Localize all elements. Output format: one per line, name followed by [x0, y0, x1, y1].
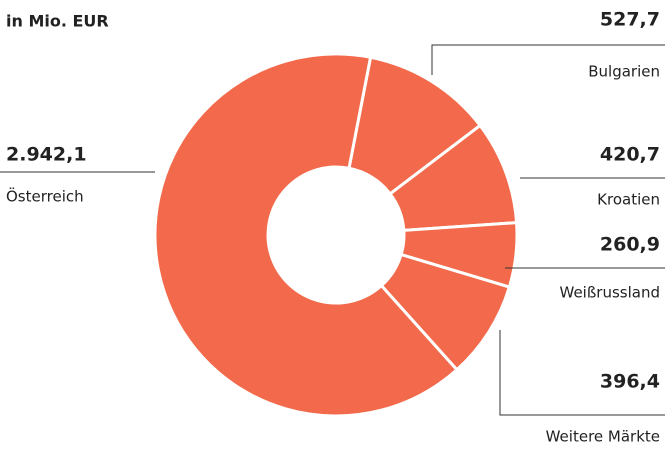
- value-label: 527,7: [600, 9, 660, 31]
- value-label: 260,9: [600, 234, 660, 256]
- category-label: Bulgarien: [588, 63, 660, 81]
- leader-line: [431, 44, 665, 75]
- category-label: Weißrussland: [560, 284, 661, 302]
- value-label: 420,7: [600, 144, 660, 166]
- category-label: Österreich: [6, 187, 84, 206]
- value-label: 396,4: [600, 371, 660, 393]
- value-label: 2.942,1: [6, 144, 87, 166]
- chart-title: in Mio. EUR: [6, 12, 109, 31]
- category-label: Kroatien: [597, 191, 660, 209]
- leader-line: [499, 330, 665, 416]
- category-label: Weitere Märkte: [546, 428, 660, 446]
- donut-slice: [153, 52, 459, 418]
